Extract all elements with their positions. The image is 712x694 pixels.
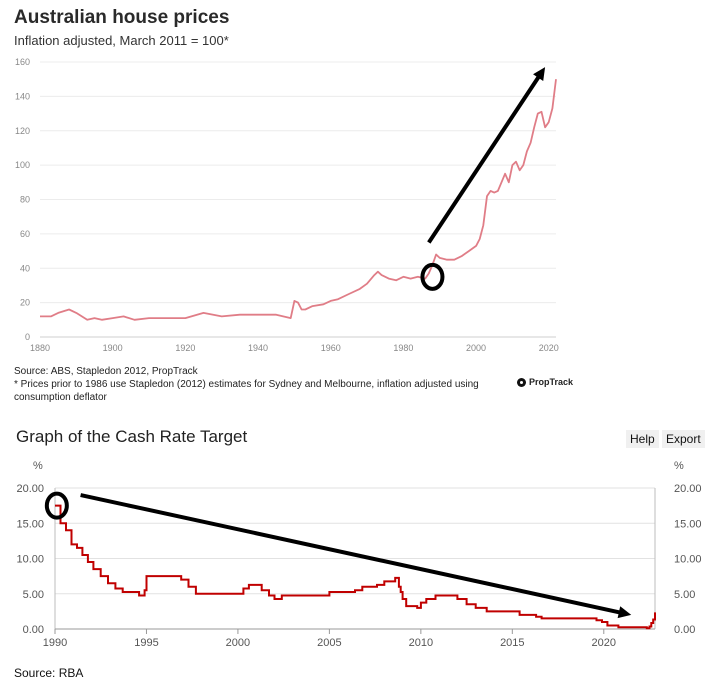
chart2-circle-annotation [44,491,69,520]
chart2-y-tick-right: 10.00 [674,554,702,566]
chart1-x-tick: 1880 [30,343,50,353]
chart2-y-tick-right: 20.00 [674,483,702,495]
chart1-subtitle: Inflation adjusted, March 2011 = 100* [14,33,229,48]
chart2-right-unit: % [674,460,684,472]
chart1-x-tick: 1920 [175,343,195,353]
chart2-x-tick: 1990 [43,637,67,649]
chart1-y-tick: 140 [15,91,30,101]
chart1-circle-annotation [420,262,445,291]
chart1-y-tick: 160 [15,57,30,67]
proptrack-logo-text: PropTrack [529,377,574,387]
chart2-left-unit: % [33,460,43,472]
chart2-x-tick: 2020 [592,637,616,649]
chart1-arrow-head [533,67,546,82]
chart1-x-tick: 1980 [393,343,413,353]
house-price-series-line [40,79,557,321]
chart2-y-tick-left: 0.00 [23,624,44,636]
chart1-footnote: * Prices prior to 1986 use Stapledon (20… [14,379,479,403]
chart1-arrow-annotation [427,74,542,244]
proptrack-logo-icon [517,377,526,387]
chart2-x-tick: 2015 [500,637,524,649]
chart1-y-tick: 80 [20,195,30,205]
chart2-x-tick: 1995 [134,637,158,649]
chart2-y-tick-left: 20.00 [16,483,44,495]
chart2-y-tick-left: 10.00 [16,554,44,566]
chart2-source: Source: RBA [14,666,84,680]
chart1-x-tick: 1940 [248,343,268,353]
chart2-arrow-head [617,606,632,619]
chart1-y-tick: 40 [20,263,30,273]
help-button[interactable]: Help [626,430,659,448]
chart2-y-tick-right: 15.00 [674,518,702,530]
chart1-y-tick: 0 [25,332,30,342]
chart1-y-tick: 120 [15,126,30,136]
export-button[interactable]: Export [662,430,705,448]
chart2-y-tick-left: 15.00 [16,518,44,530]
chart2-y-tick-left: 5.00 [23,589,44,601]
chart1-x-tick: 2000 [466,343,486,353]
chart2-x-tick: 2000 [226,637,250,649]
chart1-y-tick: 60 [20,229,30,239]
chart2-title: Graph of the Cash Rate Target [16,427,248,446]
chart1-title: Australian house prices [14,7,230,28]
chart2-y-tick-right: 0.00 [674,624,695,636]
chart2-x-tick: 2005 [317,637,341,649]
chart1-y-tick: 20 [20,298,30,308]
chart1-x-tick: 1900 [103,343,123,353]
proptrack-logo: PropTrack [517,377,573,387]
chart1-source: Source: ABS, Stapledon 2012, PropTrack [14,366,198,377]
chart1-x-tick: 1960 [321,343,341,353]
chart2-y-tick-right: 5.00 [674,589,695,601]
chart2-arrow-annotation [80,493,622,615]
chart1-x-tick: 2020 [539,343,559,353]
chart1-y-tick: 100 [15,160,30,170]
chart2-x-tick: 2010 [409,637,433,649]
cash-rate-series-line [55,504,656,630]
